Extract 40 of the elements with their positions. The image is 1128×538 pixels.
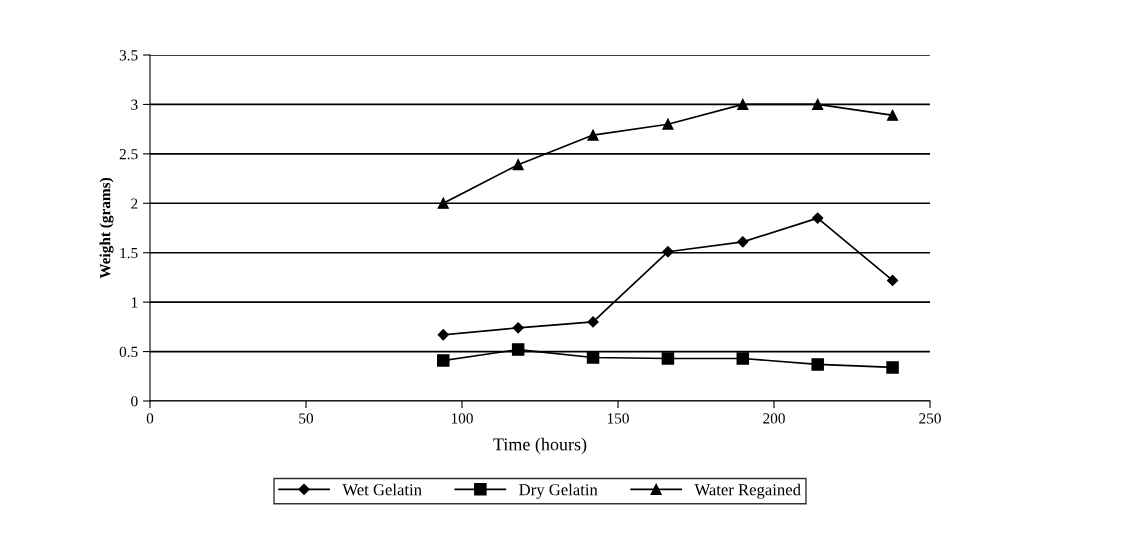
point <box>437 354 450 367</box>
y-tick-label: 2.5 <box>119 149 138 160</box>
y-tick-label: 0 <box>131 396 138 407</box>
point <box>586 351 600 364</box>
y-tick-label: 1 <box>131 297 138 308</box>
point <box>886 361 899 374</box>
point <box>737 98 749 110</box>
point <box>512 322 524 334</box>
y-tick-label: 3.5 <box>119 50 138 61</box>
x-tick-label: 150 <box>607 413 629 424</box>
legend-label: Wet Gelatin <box>342 483 422 496</box>
point <box>661 352 675 365</box>
point <box>587 129 599 141</box>
x-tick-label: 50 <box>299 413 314 424</box>
point <box>437 197 449 209</box>
y-tick-label: 0.5 <box>119 346 138 358</box>
point <box>587 316 599 328</box>
y-tick-label: 3 <box>131 99 138 110</box>
point <box>812 98 824 110</box>
x-tick-label: 250 <box>919 413 941 424</box>
point <box>511 343 525 356</box>
point <box>662 246 674 258</box>
point <box>512 159 524 171</box>
point <box>811 358 824 371</box>
x-axis-title: Time (hours) <box>493 437 587 455</box>
x-tick-label: 200 <box>763 413 785 424</box>
y-tick-label: 1.5 <box>120 247 138 259</box>
point <box>886 274 899 286</box>
point <box>812 212 824 224</box>
point <box>437 329 449 341</box>
legend-label: Water Regained <box>694 483 801 499</box>
point <box>737 236 749 248</box>
y-axis-title: Weight (grams) <box>99 177 114 279</box>
y-tick-label: 2 <box>131 198 138 209</box>
legend-label: Dry Gelatin <box>519 483 598 499</box>
x-tick-label: 0 <box>146 413 154 424</box>
x-tick-label: 100 <box>451 413 473 424</box>
point <box>736 352 750 365</box>
point <box>887 109 899 121</box>
point <box>662 118 674 130</box>
